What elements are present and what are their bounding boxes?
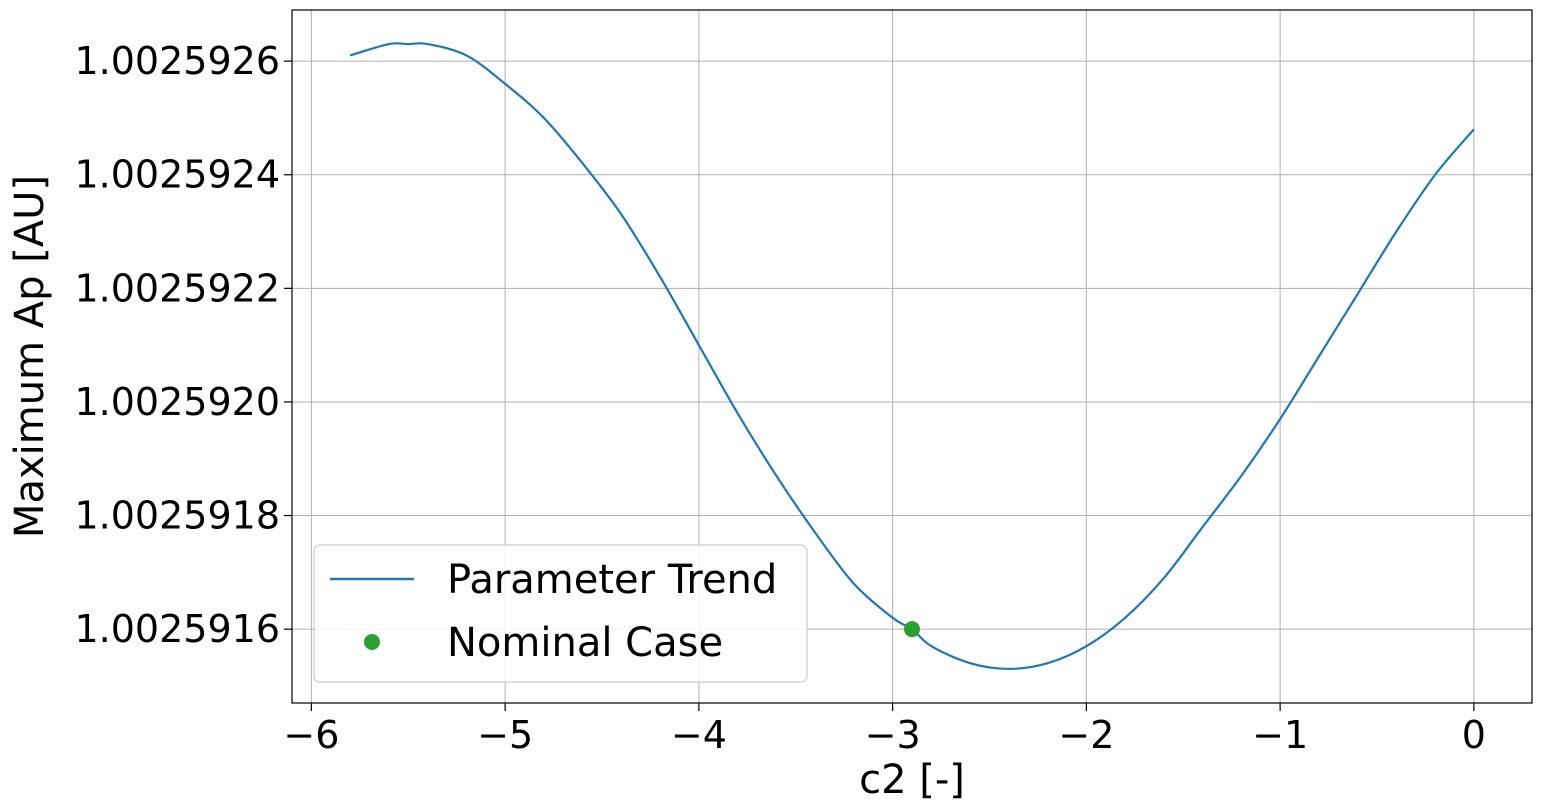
y-tick-label: 1.0025920 bbox=[75, 380, 281, 424]
x-tick-label: −2 bbox=[1058, 713, 1114, 757]
legend-label-parameter-trend: Parameter Trend bbox=[447, 557, 777, 603]
y-tick-label: 1.0025918 bbox=[75, 494, 281, 538]
y-axis-label: Maximum Ap [AU] bbox=[7, 175, 53, 538]
plot-series bbox=[349, 42, 1475, 671]
x-tick-label: 0 bbox=[1462, 713, 1486, 757]
y-axis: 1.0025916 1.0025918 1.0025920 1.0025922 1.00… bbox=[75, 39, 292, 651]
legend-box bbox=[313, 544, 808, 683]
x-tick-label: −5 bbox=[477, 713, 533, 757]
y-tick-label: 1.0025924 bbox=[75, 153, 281, 197]
y-tick-label: 1.0025926 bbox=[75, 39, 281, 83]
y-tick-label: 1.0025922 bbox=[75, 266, 281, 310]
x-tick-label: −6 bbox=[283, 713, 339, 757]
plot-frame bbox=[291, 9, 1533, 704]
x-axis: −6 −5 −4 −3 −2 −1 0 bbox=[283, 703, 1486, 757]
x-tick-label: −3 bbox=[865, 713, 921, 757]
data-point-nominal-case bbox=[904, 621, 920, 638]
y-tick-label: 1.0025916 bbox=[75, 607, 281, 651]
x-tick-label: −1 bbox=[1252, 713, 1308, 757]
x-axis-label: c2 [-] bbox=[859, 757, 965, 803]
legend: Parameter Trend Nominal Case bbox=[313, 544, 808, 683]
legend-swatch-nominal-case bbox=[364, 634, 380, 650]
series-line-parameter-trend bbox=[349, 42, 1475, 671]
x-tick-label: −4 bbox=[671, 713, 727, 757]
legend-label-nominal-case: Nominal Case bbox=[447, 620, 723, 666]
